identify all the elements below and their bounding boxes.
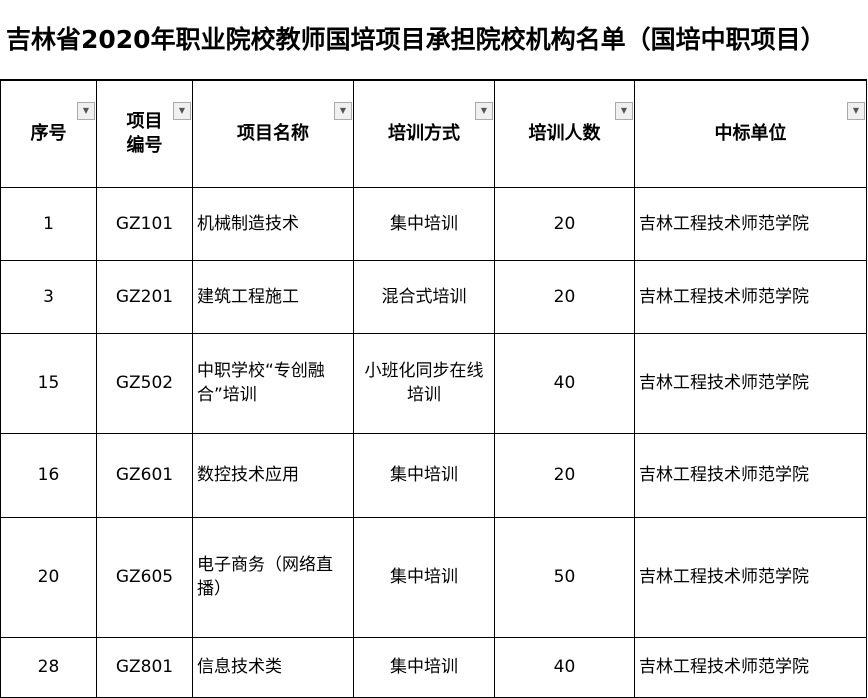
- header-cell: 培训方式 ▼: [353, 79, 495, 188]
- cell-mode[interactable]: 集中培训: [353, 516, 495, 638]
- cell-index[interactable]: 16: [0, 432, 97, 518]
- cell-name[interactable]: 信息技术类: [192, 636, 354, 698]
- cell-code[interactable]: GZ605: [96, 516, 193, 638]
- cell-index[interactable]: 1: [0, 186, 97, 261]
- table-row: 28 GZ801 信息技术类 集中培训 40 吉林工程技术师范学院: [0, 636, 867, 698]
- cell-index[interactable]: 3: [0, 259, 97, 334]
- cell-count[interactable]: 20: [494, 186, 635, 261]
- cell-count[interactable]: 20: [494, 259, 635, 334]
- cell-code[interactable]: GZ601: [96, 432, 193, 518]
- cell-mode[interactable]: 混合式培训: [353, 259, 495, 334]
- cell-name[interactable]: 数控技术应用: [192, 432, 354, 518]
- header-cell: 序号 ▼: [0, 79, 97, 188]
- cell-unit[interactable]: 吉林工程技术师范学院: [634, 186, 867, 261]
- cell-name[interactable]: 电子商务（网络直播）: [192, 516, 354, 638]
- cell-mode[interactable]: 集中培训: [353, 432, 495, 518]
- cell-index[interactable]: 28: [0, 636, 97, 698]
- cell-mode[interactable]: 集中培训: [353, 636, 495, 698]
- cell-count[interactable]: 40: [494, 636, 635, 698]
- header-cell: 中标单位 ▼: [634, 79, 867, 188]
- header-row: 序号 ▼ 项目 编号 ▼ 项目名称 ▼ 培训方式 ▼ 培训人数 ▼ 中标单位 ▼: [0, 79, 867, 188]
- cell-count[interactable]: 50: [494, 516, 635, 638]
- table-row: 16 GZ601 数控技术应用 集中培训 20 吉林工程技术师范学院: [0, 432, 867, 518]
- cell-name[interactable]: 中职学校“专创融合”培训: [192, 332, 354, 434]
- cell-code[interactable]: GZ201: [96, 259, 193, 334]
- dropdown-arrow-icon[interactable]: ▼: [475, 102, 493, 120]
- dropdown-arrow-icon[interactable]: ▼: [615, 102, 633, 120]
- cell-unit[interactable]: 吉林工程技术师范学院: [634, 332, 867, 434]
- dropdown-arrow-icon[interactable]: ▼: [334, 102, 352, 120]
- cell-name[interactable]: 机械制造技术: [192, 186, 354, 261]
- header-cell: 项目 编号 ▼: [96, 79, 193, 188]
- cell-unit[interactable]: 吉林工程技术师范学院: [634, 516, 867, 638]
- cell-code[interactable]: GZ101: [96, 186, 193, 261]
- cell-count[interactable]: 20: [494, 432, 635, 518]
- cell-code[interactable]: GZ502: [96, 332, 193, 434]
- table-row: 1 GZ101 机械制造技术 集中培训 20 吉林工程技术师范学院: [0, 186, 867, 261]
- cell-unit[interactable]: 吉林工程技术师范学院: [634, 636, 867, 698]
- cell-index[interactable]: 20: [0, 516, 97, 638]
- cell-mode[interactable]: 小班化同步在线培训: [353, 332, 495, 434]
- header-cell: 项目名称 ▼: [192, 79, 354, 188]
- cell-index[interactable]: 15: [0, 332, 97, 434]
- data-table: 序号 ▼ 项目 编号 ▼ 项目名称 ▼ 培训方式 ▼ 培训人数 ▼ 中标单位 ▼ 1 GZ10…: [0, 79, 867, 698]
- cell-name[interactable]: 建筑工程施工: [192, 259, 354, 334]
- cell-count[interactable]: 40: [494, 332, 635, 434]
- dropdown-arrow-icon[interactable]: ▼: [847, 102, 865, 120]
- sheet-title: 吉林省2020年职业院校教师国培项目承担院校机构名单（国培中职项目）: [6, 25, 826, 54]
- header-cell: 培训人数 ▼: [494, 79, 635, 188]
- cell-code[interactable]: GZ801: [96, 636, 193, 698]
- dropdown-arrow-icon[interactable]: ▼: [77, 102, 95, 120]
- cell-mode[interactable]: 集中培训: [353, 186, 495, 261]
- table-row: 3 GZ201 建筑工程施工 混合式培训 20 吉林工程技术师范学院: [0, 259, 867, 334]
- cell-unit[interactable]: 吉林工程技术师范学院: [634, 259, 867, 334]
- table-row: 20 GZ605 电子商务（网络直播） 集中培训 50 吉林工程技术师范学院: [0, 516, 867, 638]
- table-row: 15 GZ502 中职学校“专创融合”培训 小班化同步在线培训 40 吉林工程技术师范学院: [0, 332, 867, 434]
- dropdown-arrow-icon[interactable]: ▼: [173, 102, 191, 120]
- cell-unit[interactable]: 吉林工程技术师范学院: [634, 432, 867, 518]
